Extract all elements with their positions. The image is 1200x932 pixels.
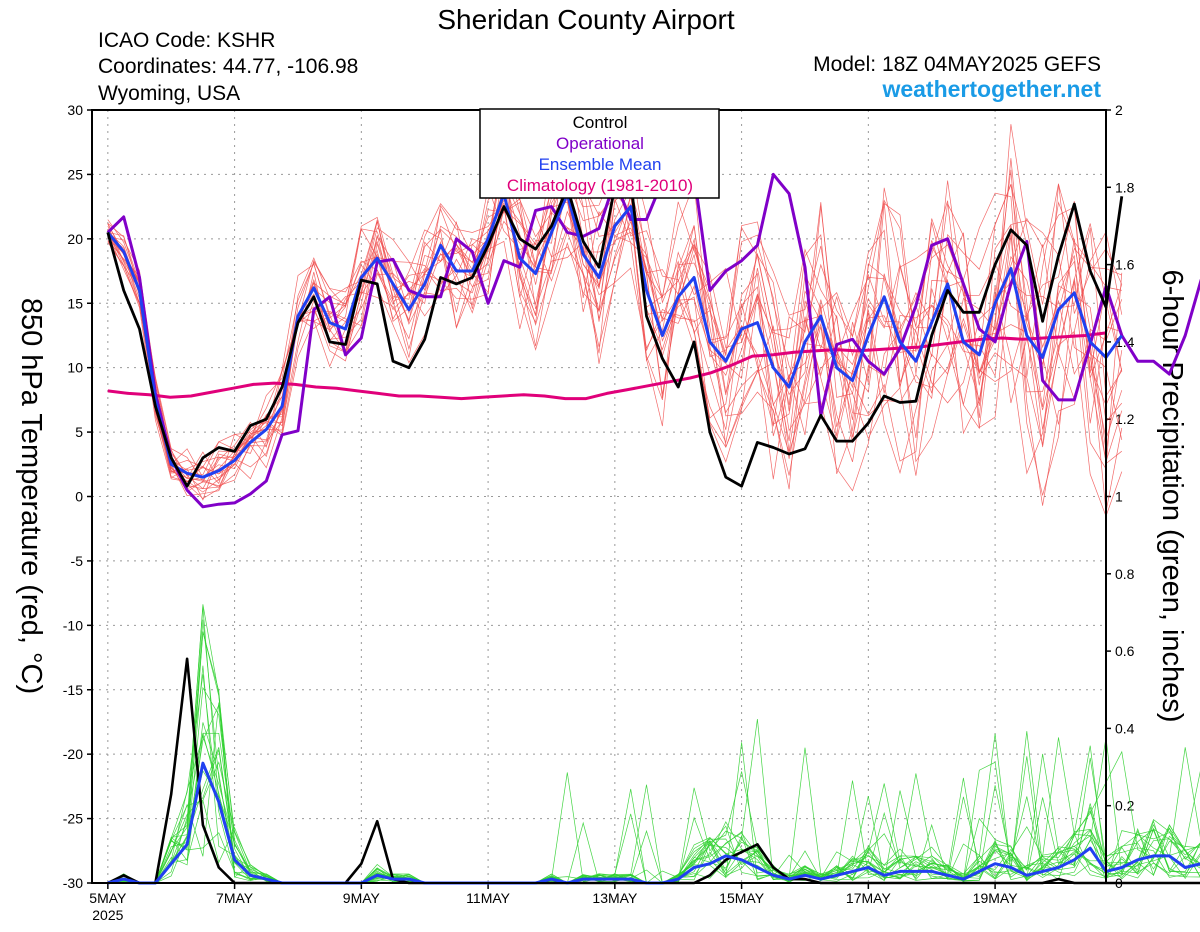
x-tick-label: 9MAY [343,890,381,906]
y-left-tick-label: 25 [67,166,83,182]
y-right-tick-label: 1 [1115,489,1123,505]
model-run: Model: 18Z 04MAY2025 GEFS [813,53,1101,76]
temperature-member-line [107,188,1123,489]
y-left-tick-label: 5 [75,424,83,440]
x-tick-label: 19MAY [973,890,1019,906]
y-right-tick-label: 0.6 [1115,643,1135,659]
temperature-member-line [107,145,1123,501]
y-left-tick-label: 0 [75,489,83,505]
y-right-tick-label: 1.2 [1115,411,1135,427]
legend: Control Operational Ensemble Mean Climat… [479,108,720,199]
coordinates: Coordinates: 44.77, -106.98 [98,55,358,78]
y-right-tick-label: 1.8 [1115,179,1135,195]
legend-climatology: Climatology (1981-2010) [507,176,693,195]
x-tick-sublabel: 2025 [92,907,123,923]
region: Wyoming, USA [98,82,240,105]
legend-box [479,108,720,199]
axis-ticks: -30-25-20-15-10-505101520253000.20.40.60… [63,102,1135,923]
temperature-member-line [107,142,1122,493]
ensemble-mean-temperature-line [106,192,1124,479]
chart-title: Sheridan County Airport [437,4,735,35]
y-left-axis-label: 850 hPa Temperature (red, °C) [15,298,47,694]
climatology-line [107,331,1107,401]
y-left-tick-label: -5 [71,553,84,569]
y-left-tick-label: -20 [63,746,83,762]
y-right-tick-label: 1.6 [1115,257,1135,273]
y-right-tick-label: 0.4 [1115,720,1135,736]
y-left-tick-label: 15 [67,295,83,311]
icao-code: ICAO Code: KSHR [98,29,275,52]
y-left-tick-label: -30 [63,875,83,891]
y-left-tick-label: 30 [67,102,83,118]
x-tick-label: 17MAY [846,890,892,906]
legend-operational: Operational [556,134,644,153]
grid-lines [92,110,1106,883]
x-tick-label: 7MAY [216,890,254,906]
x-tick-label: 15MAY [719,890,765,906]
y-right-tick-label: 2 [1115,102,1123,118]
y-left-tick-label: -25 [63,811,83,827]
y-left-tick-label: -15 [63,682,83,698]
temperature-member-line [107,185,1123,496]
x-tick-label: 11MAY [466,890,510,906]
y-right-tick-label: 0.8 [1115,566,1135,582]
y-left-tick-label: 10 [67,360,83,376]
legend-ensemble-mean: Ensemble Mean [539,155,662,174]
x-tick-label: 13MAY [592,890,638,906]
y-left-tick-label: 20 [67,231,83,247]
y-left-tick-label: -10 [63,617,83,633]
legend-control: Control [573,113,628,132]
site-link[interactable]: weathertogether.net [881,76,1101,102]
x-tick-label: 5MAY [89,890,127,906]
